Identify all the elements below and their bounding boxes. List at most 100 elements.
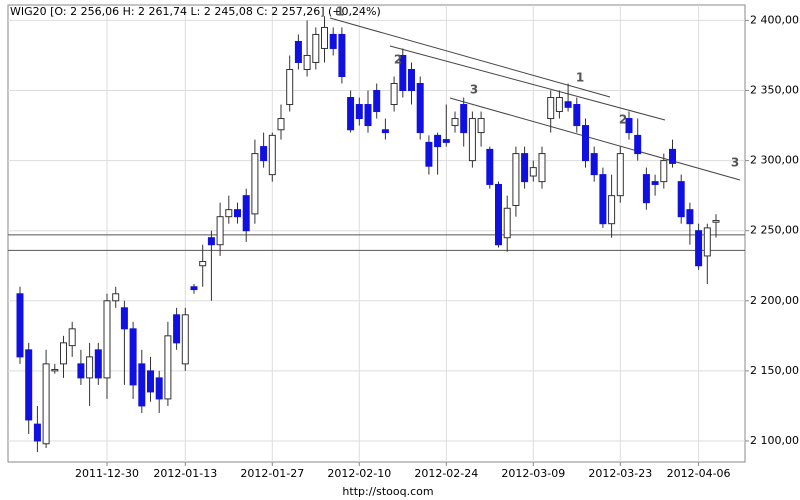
candle-body: [608, 195, 616, 225]
candle-body: [312, 33, 320, 63]
annotation: 1: [336, 5, 344, 19]
candle-body: [695, 230, 703, 267]
candle-body: [564, 101, 572, 108]
candle-body: [51, 368, 59, 372]
candle-body: [112, 293, 120, 302]
candle-body: [529, 167, 537, 177]
x-tick-label: 2012-01-27: [240, 467, 304, 480]
candle-body: [451, 118, 459, 127]
candle-body: [216, 216, 224, 246]
candle-body: [434, 134, 442, 148]
candle-body: [521, 153, 529, 183]
candle-body: [60, 342, 67, 365]
candle-body: [286, 68, 294, 106]
candle-body: [77, 363, 85, 379]
candle-body: [503, 207, 511, 239]
x-tick-label: 2012-03-09: [501, 467, 565, 480]
annotation: 3: [470, 83, 478, 97]
candle-body: [477, 118, 485, 134]
candle-body: [634, 134, 642, 155]
candle-body: [373, 90, 381, 113]
candle-body: [129, 328, 137, 386]
x-tick-label: 2011-12-30: [75, 467, 139, 480]
y-tick-label: 2 250,00: [750, 224, 799, 237]
candle-body: [234, 209, 241, 218]
candle-body: [94, 349, 102, 379]
candle-body: [181, 314, 189, 365]
candle-body: [33, 423, 41, 442]
candle-body: [329, 33, 337, 49]
candle-body: [155, 377, 163, 400]
candle-body: [277, 118, 285, 131]
x-tick-label: 2012-03-23: [588, 467, 652, 480]
candle-body: [425, 141, 433, 167]
candle-body: [512, 153, 520, 206]
candle-body: [303, 54, 311, 70]
x-tick-label: 2012-02-10: [327, 467, 391, 480]
candle-body: [686, 209, 694, 225]
candle-body: [677, 181, 685, 218]
candle-body: [573, 104, 581, 127]
candle-body: [68, 328, 76, 347]
candle-body: [225, 209, 233, 218]
candle-body: [642, 174, 650, 204]
candle-body: [616, 153, 624, 197]
candle-body: [138, 363, 146, 407]
y-tick-label: 2 200,00: [750, 294, 799, 307]
candle-body: [338, 33, 346, 77]
candle-body: [486, 148, 494, 185]
x-tick-label: 2012-02-24: [414, 467, 478, 480]
candle-body: [347, 97, 355, 131]
candle-body: [495, 183, 502, 246]
candle-body: [660, 160, 668, 183]
candle-body: [251, 153, 259, 215]
trend-line: [449, 97, 741, 181]
y-tick-label: 2 400,00: [750, 13, 799, 26]
candle-body: [442, 139, 450, 143]
candle-body: [590, 153, 598, 176]
candle-body: [408, 68, 415, 92]
candle-body: [399, 54, 407, 92]
candle-body: [190, 286, 198, 291]
candle-body: [468, 118, 476, 162]
trend-line: [389, 45, 666, 121]
trend-line: [329, 17, 611, 98]
candle-body: [364, 104, 372, 127]
candle-body: [625, 118, 633, 134]
candle-body: [555, 97, 563, 113]
candle-body: [355, 104, 363, 120]
candle-body: [599, 174, 607, 225]
x-tick-label: 2012-01-13: [153, 467, 217, 480]
footer: http://stooq.com: [342, 485, 433, 498]
annotation: 2: [619, 113, 627, 127]
candle-body: [651, 181, 659, 185]
trend-lines: [329, 17, 741, 181]
candle-body: [147, 370, 154, 393]
candle-body: [538, 153, 546, 183]
candle-body: [199, 261, 207, 267]
y-tick-label: 2 350,00: [750, 84, 799, 97]
candle-body: [207, 237, 215, 246]
y-tick-label: 2 300,00: [750, 154, 799, 167]
candle-body: [381, 129, 389, 134]
candle-body: [242, 195, 250, 232]
candle-body: [173, 314, 181, 344]
candle-body: [547, 97, 555, 120]
y-tick-label: 2 100,00: [750, 434, 799, 447]
annotation: 1: [576, 71, 584, 85]
plot-frame: [7, 4, 746, 463]
candle-body: [294, 40, 302, 63]
annotation: 2: [394, 53, 402, 67]
candle-body: [42, 363, 50, 445]
candle-body: [120, 307, 128, 330]
candle-body: [416, 83, 424, 134]
candle-body: [669, 148, 676, 164]
candle-body: [164, 335, 172, 400]
candle-body: [260, 146, 268, 162]
chart-title: WIG20 [O: 2 256,06 H: 2 261,74 L: 2 245,…: [10, 5, 381, 18]
candle-body: [460, 104, 468, 134]
x-tick-label: 2012-04-06: [667, 467, 731, 480]
annotation: 3: [731, 156, 739, 170]
y-tick-label: 2 150,00: [750, 364, 799, 377]
